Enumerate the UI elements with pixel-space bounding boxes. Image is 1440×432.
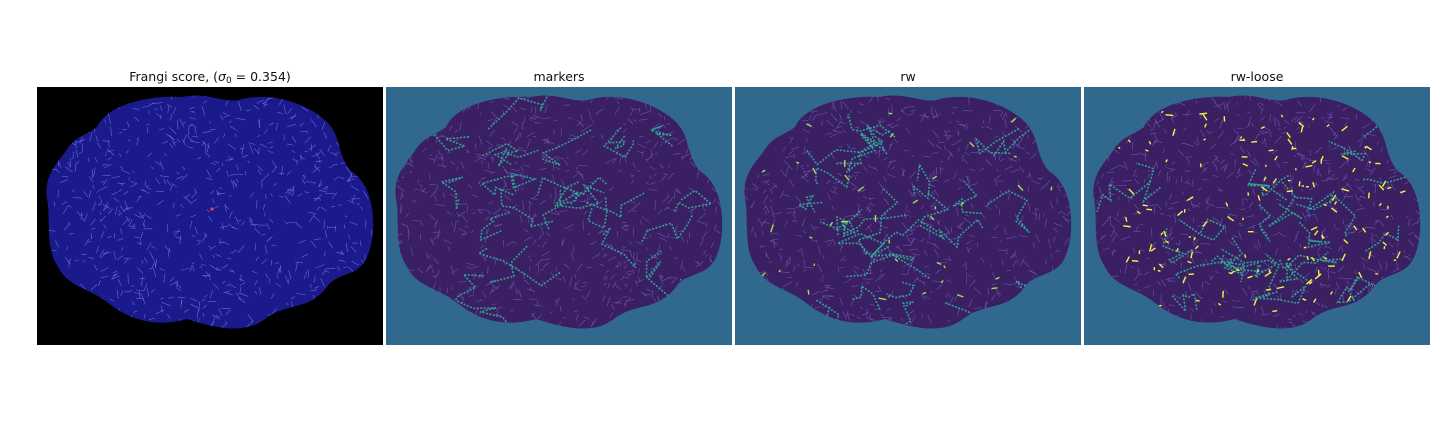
rw-loose-svg (1084, 87, 1430, 345)
frangi-score-image (37, 87, 383, 345)
markers-svg (386, 87, 732, 345)
panel-title-markers: markers (533, 69, 585, 84)
panel-title-frangi: Frangi score, (σ0 = 0.354) (129, 69, 291, 86)
panel-title-rw-loose: rw-loose (1230, 69, 1284, 84)
frangi-score-svg (37, 87, 383, 345)
rw-svg (735, 87, 1081, 345)
panel-title-rw: rw (900, 69, 916, 84)
rw-loose-image (1084, 87, 1430, 345)
markers-image (386, 87, 732, 345)
rw-image (735, 87, 1081, 345)
